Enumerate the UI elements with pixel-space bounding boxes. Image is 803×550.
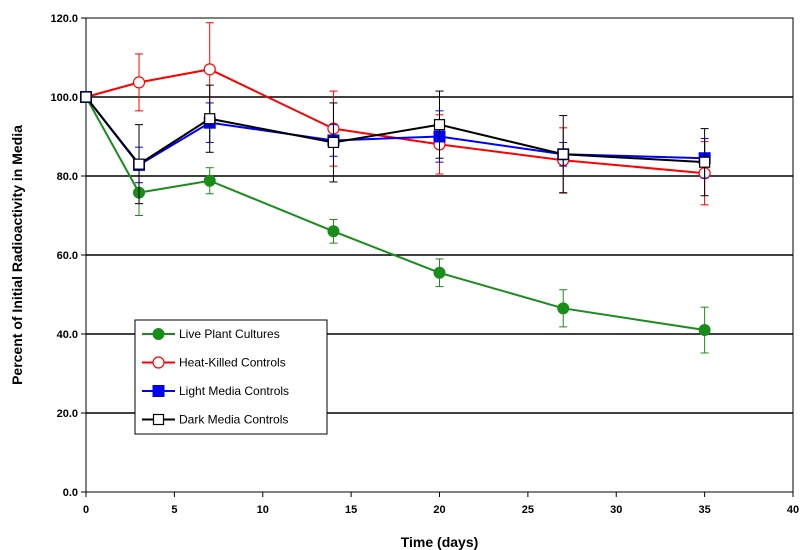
data-point bbox=[698, 324, 711, 337]
y-tick-label: 80.0 bbox=[57, 171, 78, 183]
y-tick-label: 0.0 bbox=[63, 487, 78, 499]
y-tick-label: 100.0 bbox=[50, 92, 78, 104]
data-point bbox=[132, 76, 146, 89]
legend: Live Plant Cultures Heat-Killed Controls L… bbox=[134, 319, 328, 435]
series-heat-killed-controls bbox=[79, 22, 711, 206]
series-line bbox=[85, 96, 705, 167]
x-tick-label: 25 bbox=[522, 504, 534, 516]
x-tick-label: 5 bbox=[171, 504, 177, 516]
series-layer bbox=[79, 22, 711, 354]
legend-box bbox=[134, 319, 328, 435]
y-axis-title: Percent of Initial Radioactivity in Medi… bbox=[9, 125, 25, 385]
data-point bbox=[327, 225, 340, 238]
y-tick-label: 120.0 bbox=[50, 13, 78, 25]
legend-label: Dark Media Controls bbox=[179, 413, 288, 427]
series-live-plant-cultures bbox=[80, 91, 711, 354]
legend-label: Live Plant Cultures bbox=[179, 327, 280, 341]
y-tick-label: 60.0 bbox=[57, 250, 78, 262]
data-point bbox=[433, 119, 446, 131]
data-point bbox=[327, 136, 340, 149]
x-tick-label: 35 bbox=[699, 504, 711, 516]
y-tick-label: 40.0 bbox=[57, 329, 78, 341]
legend-marker bbox=[152, 356, 165, 369]
data-point bbox=[557, 302, 570, 315]
x-tick-label: 0 bbox=[83, 504, 89, 516]
legend-label: Heat-Killed Controls bbox=[179, 356, 286, 370]
series-line bbox=[85, 96, 705, 166]
data-point bbox=[204, 113, 216, 125]
legend-marker bbox=[152, 413, 165, 426]
legend-marker bbox=[152, 385, 165, 397]
y-tick-label: 20.0 bbox=[57, 408, 78, 420]
x-tick-label: 30 bbox=[610, 504, 622, 516]
data-point bbox=[433, 266, 446, 279]
legend-label: Light Media Controls bbox=[179, 384, 289, 398]
x-tick-label: 20 bbox=[433, 504, 445, 516]
x-tick-label: 40 bbox=[787, 504, 799, 516]
data-point bbox=[557, 148, 569, 160]
x-tick-label: 15 bbox=[345, 504, 357, 516]
legend-marker bbox=[152, 328, 165, 340]
data-point bbox=[699, 156, 711, 168]
data-point bbox=[203, 174, 216, 187]
series-dark-media-controls bbox=[80, 84, 711, 205]
data-point bbox=[80, 91, 92, 103]
x-axis-title: Time (days) bbox=[401, 534, 479, 550]
data-point bbox=[133, 158, 145, 170]
data-point bbox=[203, 63, 216, 76]
axis-ticks: 0.0 20.0 40.0 60.0 80.0 100.0 120.0 0 5 10 15 20 25 3… bbox=[50, 13, 799, 516]
x-tick-label: 10 bbox=[257, 504, 269, 516]
